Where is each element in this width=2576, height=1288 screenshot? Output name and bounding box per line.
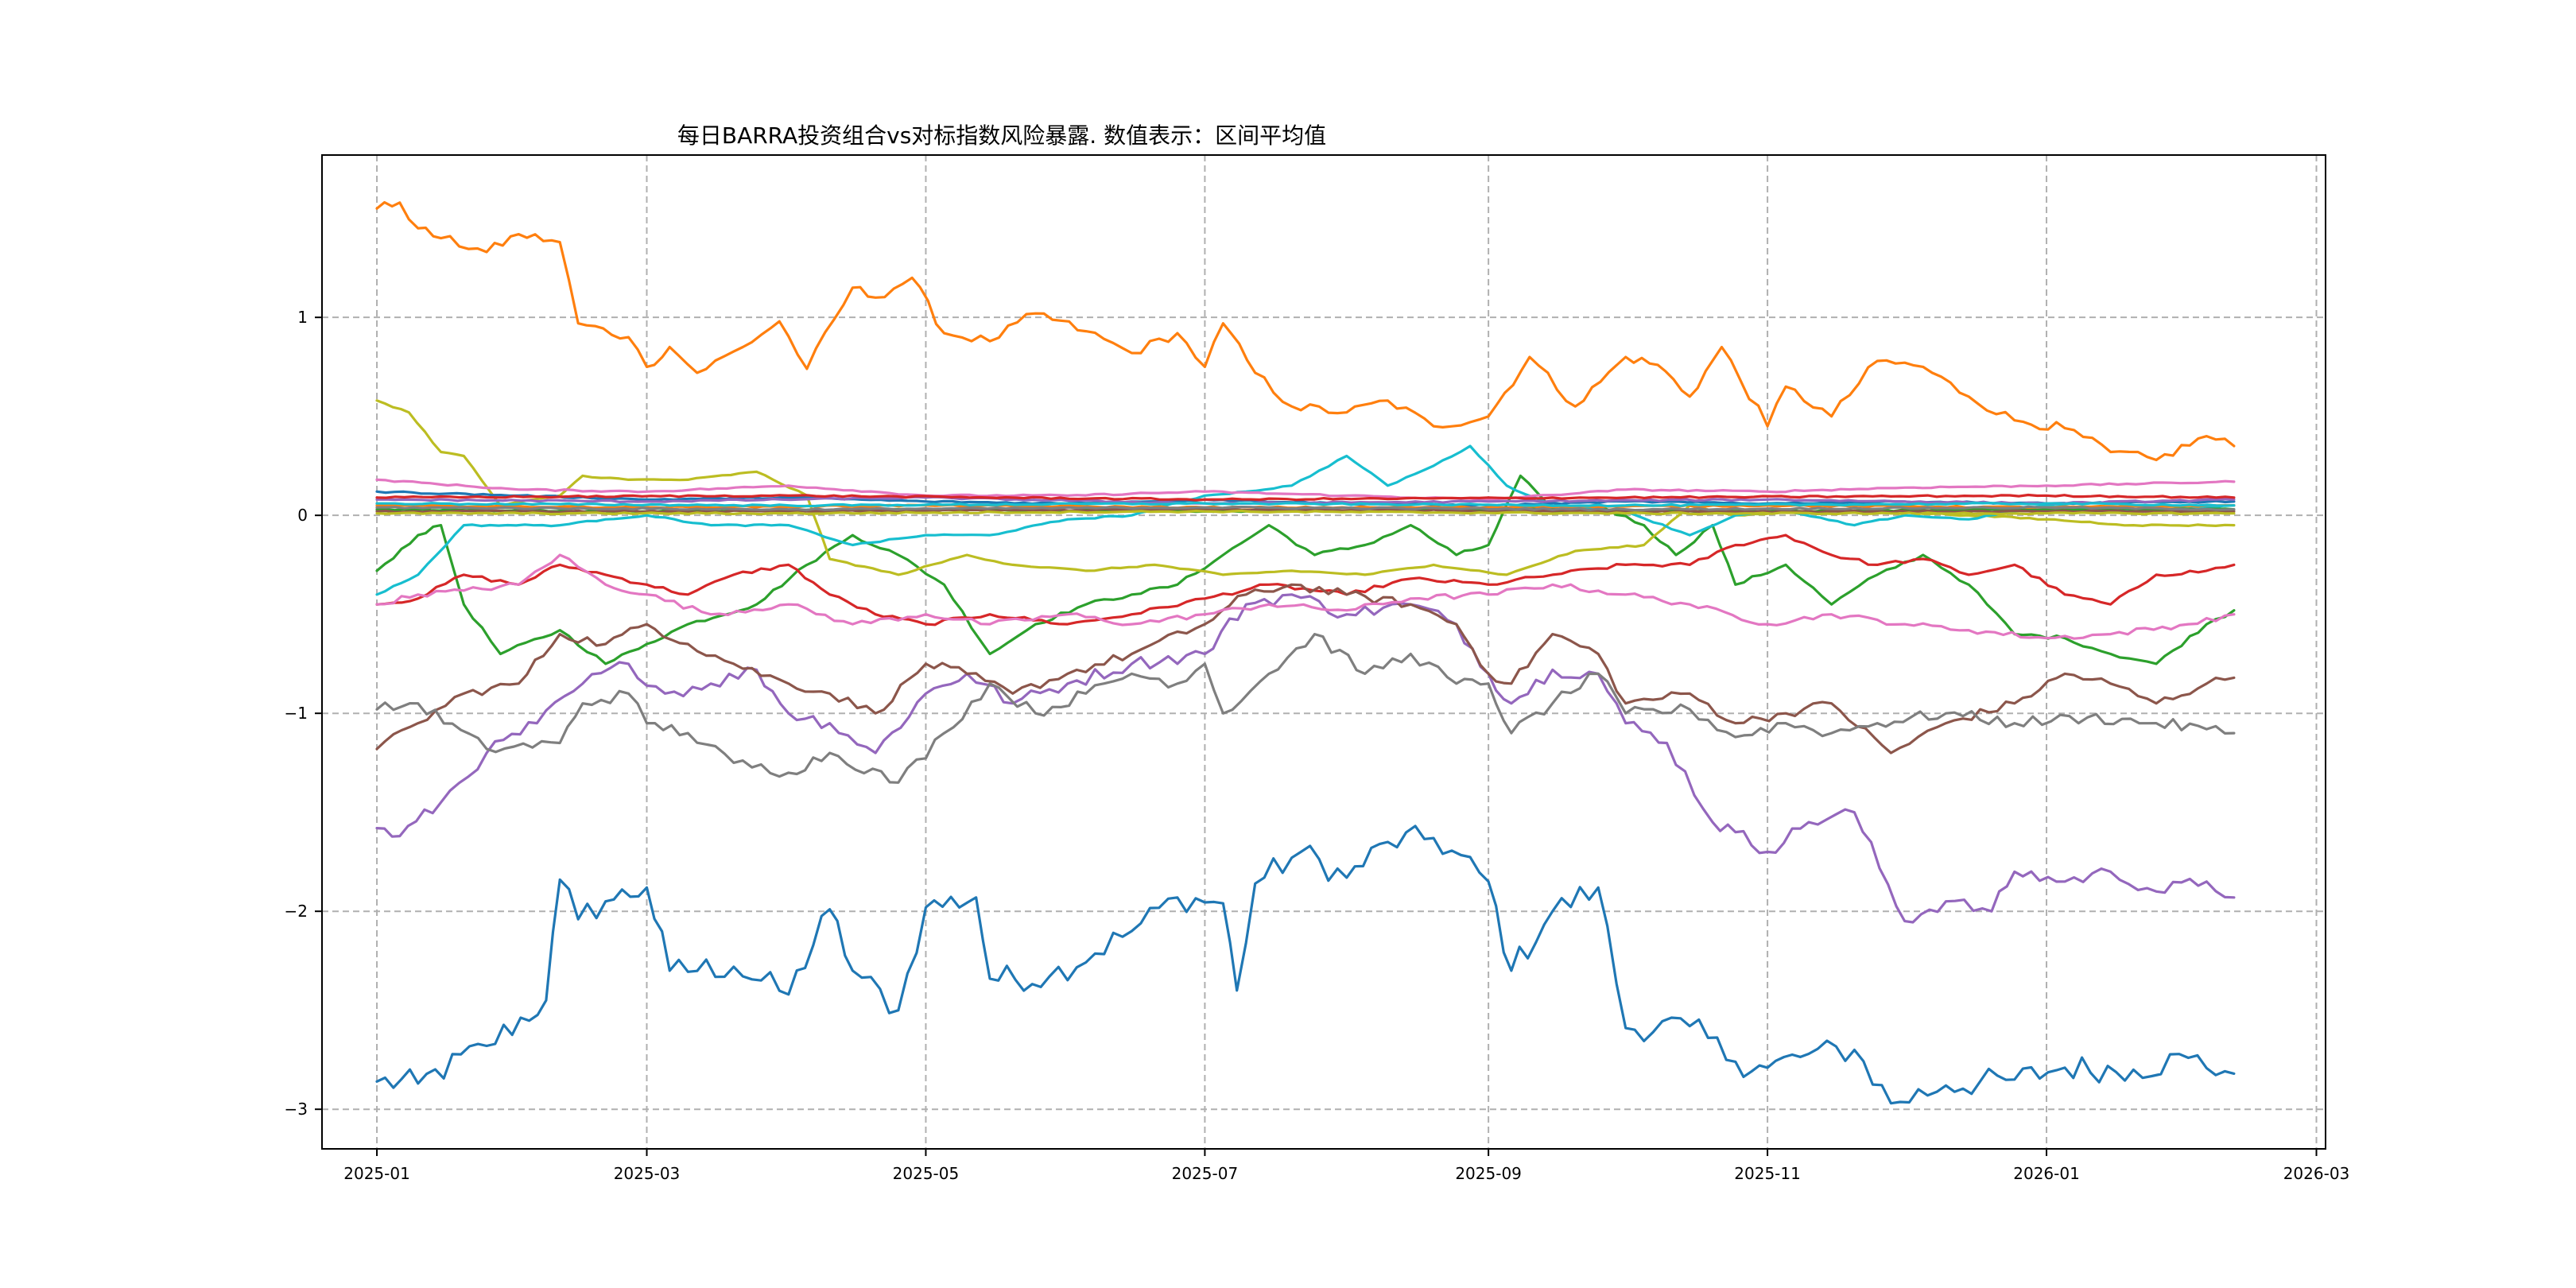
series-line-10 [375, 444, 2236, 596]
series-line-3 [375, 474, 2236, 665]
y-tick-label: 1 [297, 308, 308, 327]
plot-series [375, 200, 2236, 1105]
y-tick-label: −1 [285, 704, 308, 723]
series-line-18 [375, 509, 2236, 516]
series-line-2 [375, 200, 2236, 462]
x-tick-label: 2025-03 [614, 1164, 681, 1183]
y-tick-label: 0 [297, 506, 308, 525]
x-tick-label: 2025-11 [1734, 1164, 1801, 1183]
y-tick-label: −3 [285, 1100, 308, 1119]
x-tick-label: 2025-07 [1172, 1164, 1239, 1183]
series-line-5 [375, 593, 2236, 924]
x-tick-label: 2025-09 [1455, 1164, 1522, 1183]
chart-title: 每日BARRA投资组合vs对标指数风险暴露. 数值表示：区间平均值 [677, 122, 1326, 149]
x-tick-label: 2026-03 [2283, 1164, 2350, 1183]
x-tick-label: 2026-01 [2013, 1164, 2080, 1183]
x-tick-label: 2025-01 [343, 1164, 410, 1183]
series-line-1 [375, 824, 2236, 1105]
x-tick-label: 2025-05 [893, 1164, 960, 1183]
series-line-8 [375, 633, 2236, 784]
series-line-20 [375, 493, 2236, 502]
series-line-4 [375, 533, 2236, 627]
series-line-11 [375, 478, 2236, 501]
plot-frame [321, 154, 2326, 1150]
series-line-17 [375, 505, 2236, 512]
series-line-7 [375, 553, 2236, 640]
series-line-6 [375, 583, 2236, 755]
grid-lines [322, 155, 2326, 1149]
y-tick-label: −2 [285, 902, 308, 921]
series-line-16 [375, 507, 2236, 514]
axes: 2025-01 2025-03 2025-05 2025-07 2025-09 2025-… [285, 308, 2350, 1183]
series-line-19 [375, 501, 2236, 508]
